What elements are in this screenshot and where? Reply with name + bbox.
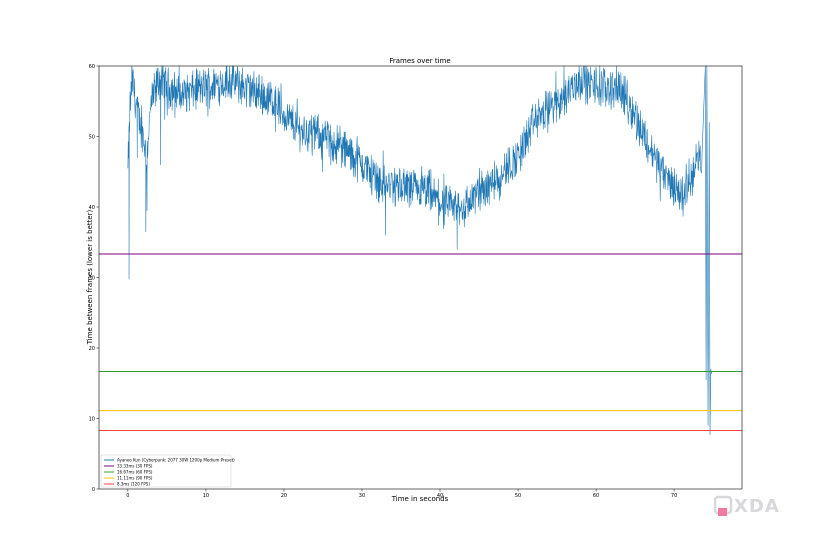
legend-box <box>100 454 232 488</box>
xda-watermark: XDA <box>714 495 780 516</box>
y-tick-label: 30 <box>89 275 95 281</box>
chart-title: Frames over time <box>389 57 450 65</box>
y-tick-label: 50 <box>89 134 95 140</box>
x-tick-label: 70 <box>671 493 677 499</box>
legend: Ayaneo Kun (Cyberpunk: 2077 30W 1200p Me… <box>100 454 235 488</box>
x-tick-label: 20 <box>281 493 287 499</box>
y-axis: 0 10 20 30 40 50 60 <box>89 64 99 493</box>
legend-label-2: 16.67ms (60 FPS) <box>117 469 153 474</box>
x-tick-label: 60 <box>593 493 599 499</box>
y-tick-label: 40 <box>89 205 95 211</box>
y-tick-label: 0 <box>92 487 95 493</box>
series-line-0 <box>127 65 712 436</box>
legend-label-1: 33.33ms (30 FPS) <box>117 463 153 468</box>
y-tick-label: 60 <box>89 64 95 70</box>
legend-label-0: Ayaneo Kun (Cyberpunk: 2077 30W 1200p Me… <box>117 457 235 462</box>
series-layer <box>127 65 712 436</box>
x-tick-label: 40 <box>437 493 443 499</box>
x-tick-label: 30 <box>359 493 365 499</box>
y-tick-label: 10 <box>89 416 95 422</box>
x-tick-label: 0 <box>126 493 129 499</box>
x-axis: 0 10 20 30 40 50 60 70 <box>126 489 677 499</box>
legend-label-4: 8.3ms (120 FPS) <box>117 481 150 486</box>
x-axis-title: Time in seconds <box>391 495 449 503</box>
xda-logo-icon <box>714 495 733 516</box>
watermark-text: XDA <box>734 496 780 516</box>
reference-lines <box>99 253 742 431</box>
y-axis-title: Time between frames (lower is better) <box>86 209 94 345</box>
x-tick-label: 50 <box>515 493 521 499</box>
x-tick-label: 10 <box>203 493 209 499</box>
plot-frame <box>98 65 743 490</box>
y-tick-label: 20 <box>89 346 95 352</box>
legend-label-3: 11.11ms (90 FPS) <box>117 475 153 480</box>
